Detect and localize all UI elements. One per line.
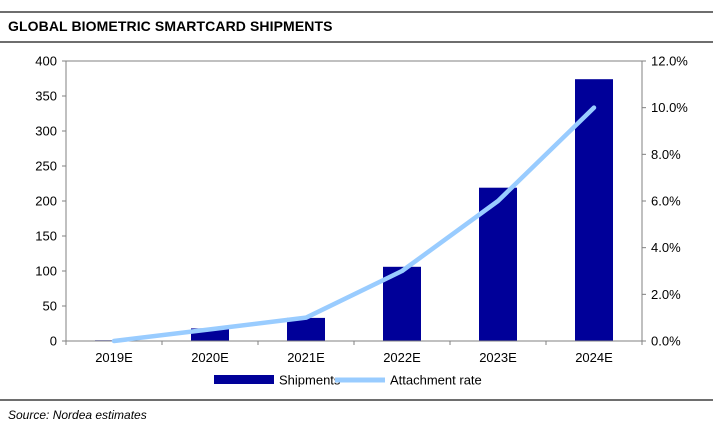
y-left-tick-label: 350 — [35, 89, 57, 104]
legend: Shipments Attachment rate — [214, 373, 482, 388]
y-left-tick-label: 0 — [50, 334, 57, 349]
y-right-tick-label: 2.0% — [651, 287, 681, 302]
legend-swatch-shipments — [214, 375, 274, 384]
y-right-tick-label: 0.0% — [651, 334, 681, 349]
y-right-tick-label: 6.0% — [651, 194, 681, 209]
x-tick-label: 2019E — [95, 350, 133, 365]
y-right-tick-label: 8.0% — [651, 147, 681, 162]
y-right-tick-label: 4.0% — [651, 240, 681, 255]
bar-2021E — [287, 317, 325, 341]
y-left-tick-label: 100 — [35, 264, 57, 279]
x-tick-label: 2021E — [287, 350, 325, 365]
bars-layer — [95, 79, 613, 341]
attachment-rate-line — [111, 105, 597, 344]
legend-label-attachment-rate: Attachment rate — [390, 373, 482, 388]
x-tick-label: 2024E — [575, 350, 613, 365]
ticks-layer: 0 50 100 150 200 250 300 350 400 0.0% 2.0% 4.0% 6.0%… — [35, 54, 688, 366]
title-rule — [0, 41, 713, 43]
y-left-tick-label: 200 — [35, 194, 57, 209]
axes-layer — [65, 60, 643, 342]
bar-2023E — [479, 187, 517, 341]
legend-label-shipments: Shipments — [279, 373, 341, 388]
top-rule — [0, 11, 713, 13]
x-tick-label: 2022E — [383, 350, 421, 365]
y-left-tick-label: 300 — [35, 124, 57, 139]
line-layer — [111, 105, 597, 344]
x-tick-label: 2020E — [191, 350, 229, 365]
bottom-rule — [0, 399, 713, 401]
chart: 0 50 100 150 200 250 300 350 400 0.0% 2.0% 4.0% 6.0%… — [35, 54, 688, 388]
y-left-tick-label: 400 — [35, 54, 57, 69]
y-left-tick-label: 250 — [35, 159, 57, 174]
y-right-tick-label: 10.0% — [651, 100, 688, 115]
source-note: Source: Nordea estimates — [8, 408, 147, 422]
y-right-tick-label: 12.0% — [651, 54, 688, 69]
x-tick-label: 2023E — [479, 350, 517, 365]
y-left-tick-label: 50 — [43, 299, 57, 314]
y-left-tick-label: 150 — [35, 229, 57, 244]
chart-title: GLOBAL BIOMETRIC SMARTCARD SHIPMENTS — [8, 18, 333, 34]
